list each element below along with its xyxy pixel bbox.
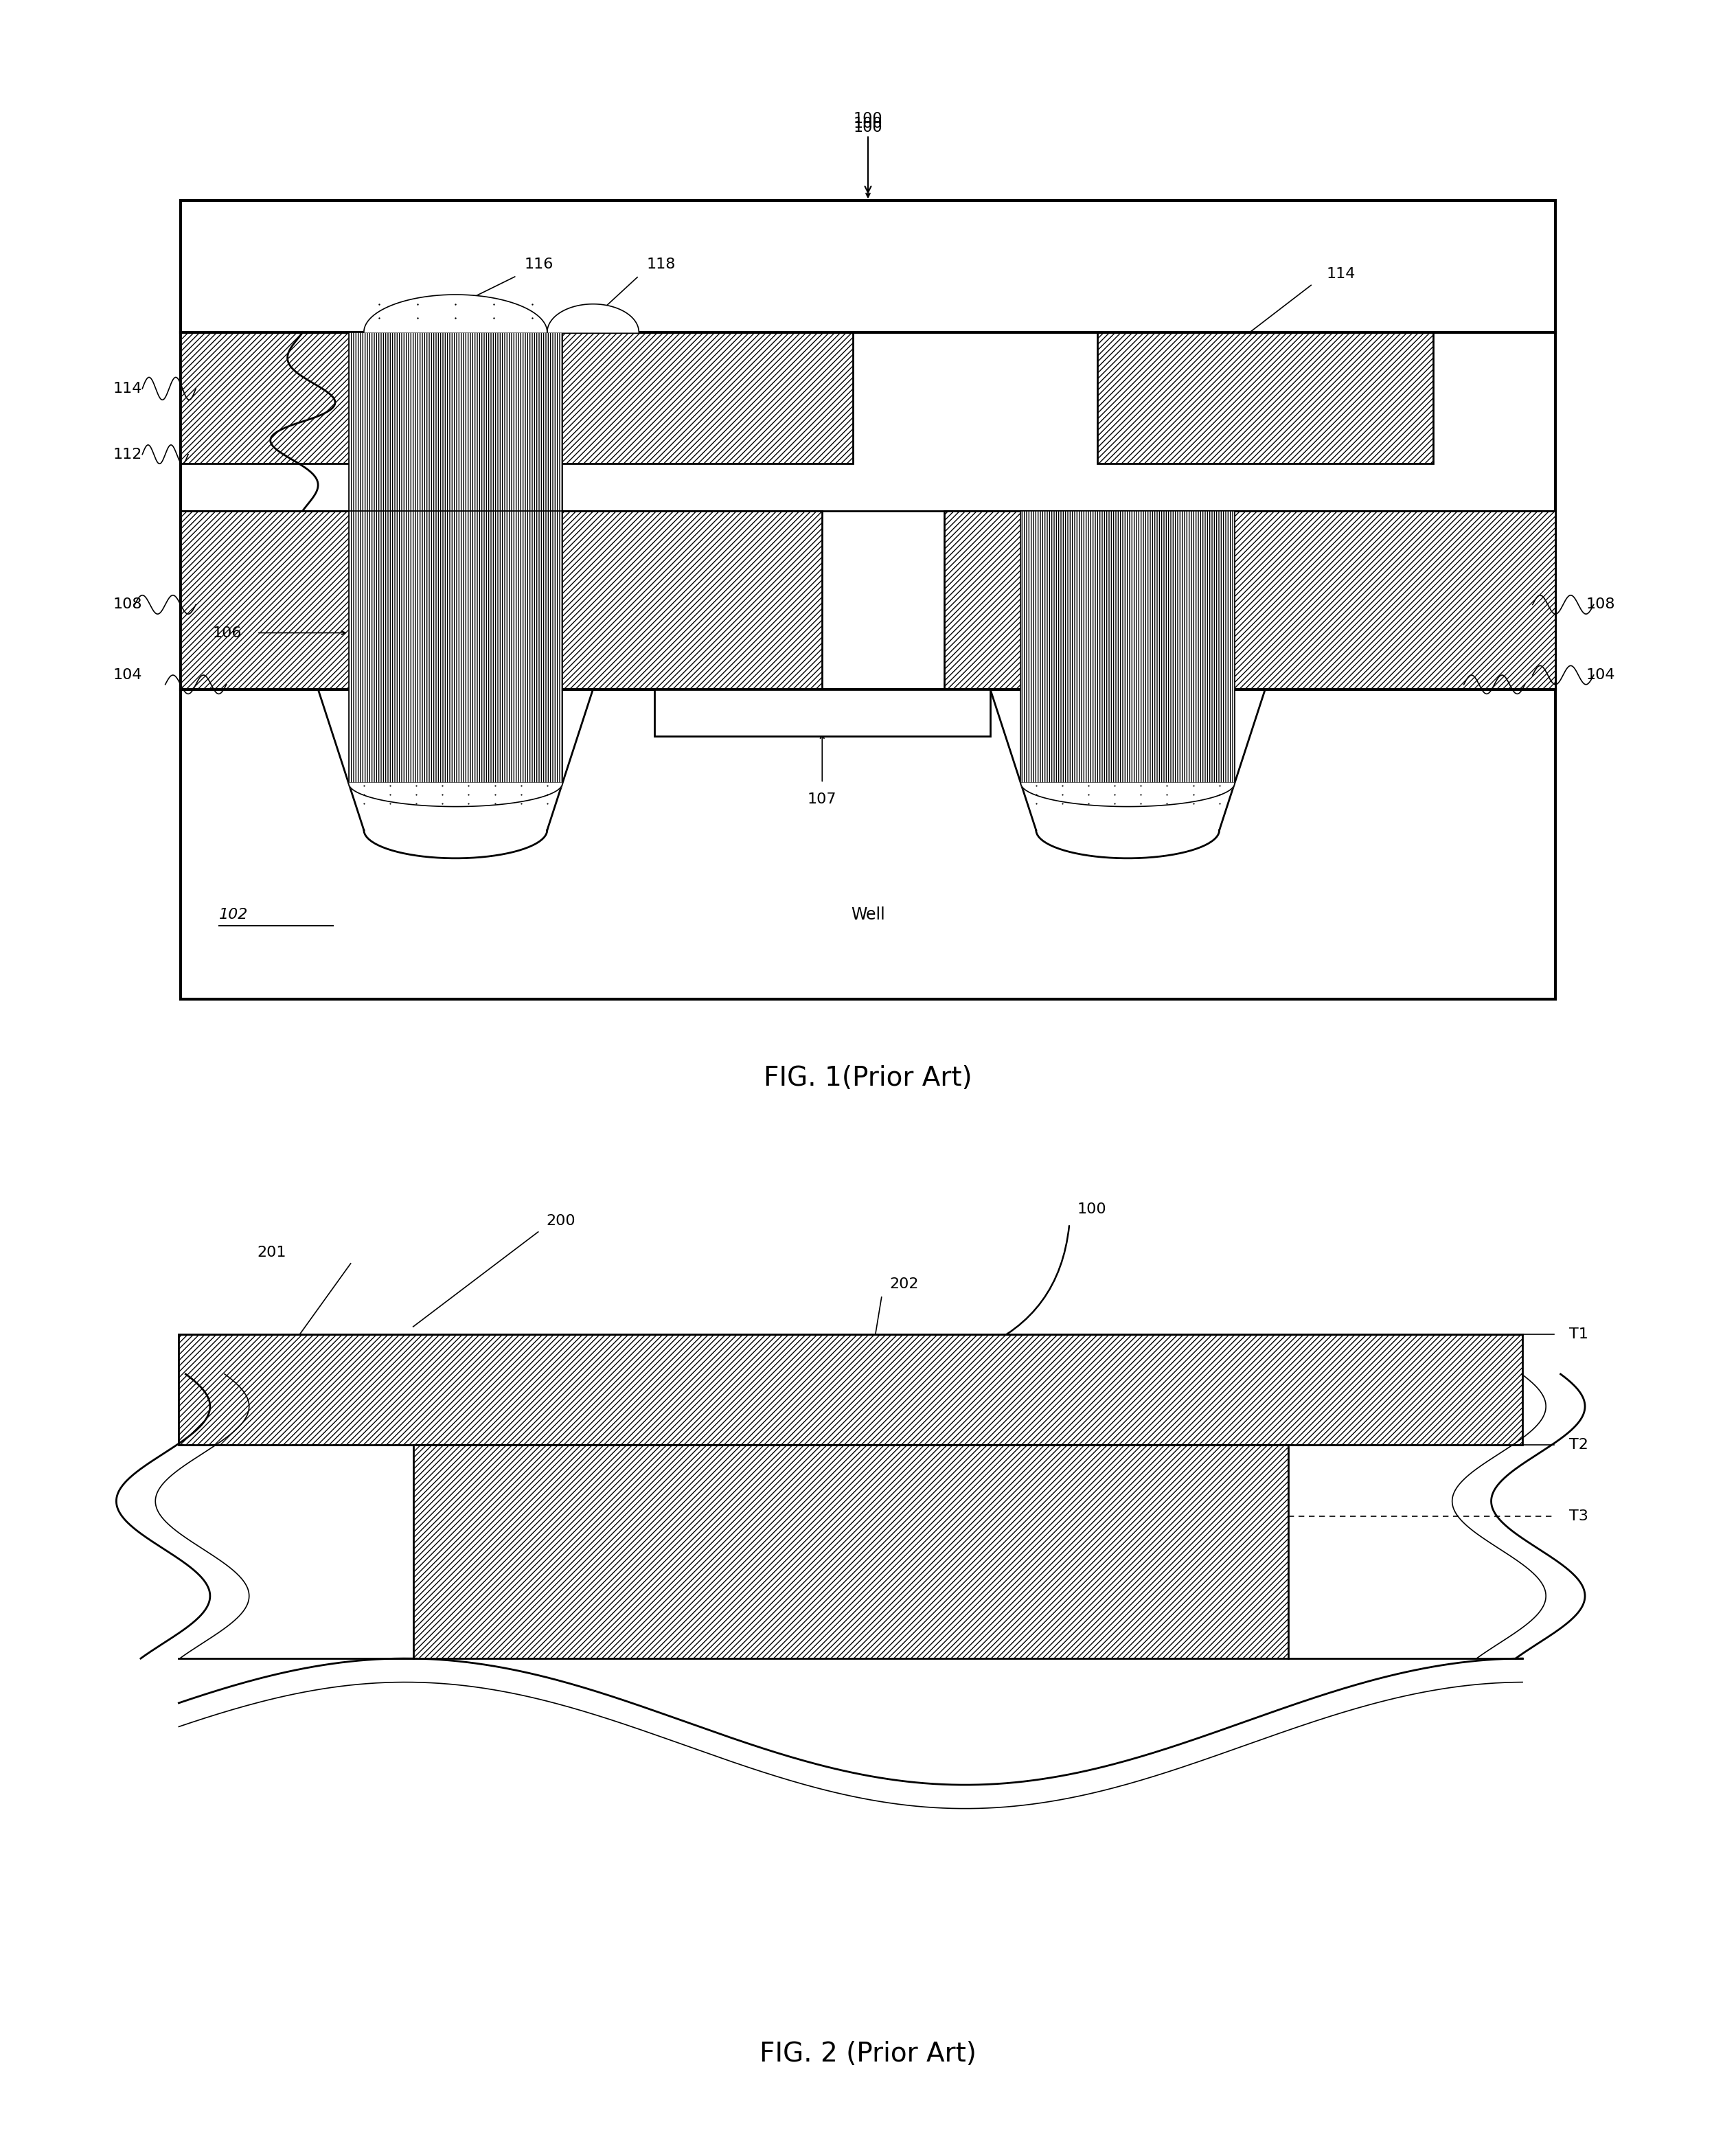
Polygon shape xyxy=(365,295,547,333)
Text: 100: 100 xyxy=(1076,1202,1106,1217)
Text: FIG. 1(Prior Art): FIG. 1(Prior Art) xyxy=(764,1065,972,1091)
Text: 201: 201 xyxy=(257,1247,286,1260)
Text: T2: T2 xyxy=(1569,1439,1588,1452)
Bar xyxy=(413,1445,1288,1659)
Text: 114: 114 xyxy=(113,382,142,395)
Polygon shape xyxy=(547,303,639,333)
Text: T1: T1 xyxy=(1569,1328,1588,1341)
Text: 100: 100 xyxy=(854,122,882,192)
Text: 107: 107 xyxy=(807,792,837,807)
Text: T3: T3 xyxy=(1569,1509,1588,1522)
Text: 106: 106 xyxy=(212,626,241,640)
Text: 100: 100 xyxy=(854,111,882,126)
Bar xyxy=(944,510,1555,690)
Text: 102: 102 xyxy=(219,907,248,922)
Text: 202: 202 xyxy=(889,1277,918,1292)
Text: FIG. 2 (Prior Art): FIG. 2 (Prior Art) xyxy=(760,2041,976,2067)
Text: 100: 100 xyxy=(854,117,882,130)
Text: 108: 108 xyxy=(1587,598,1614,611)
Bar xyxy=(1021,510,1234,784)
Bar xyxy=(349,333,562,510)
Text: 118: 118 xyxy=(646,258,675,271)
Text: 114: 114 xyxy=(1326,267,1356,280)
Bar xyxy=(181,333,852,463)
Bar xyxy=(181,201,1555,999)
Text: 116: 116 xyxy=(524,258,554,271)
Bar xyxy=(654,690,990,737)
Text: 112: 112 xyxy=(113,448,142,461)
Text: 108: 108 xyxy=(113,598,142,611)
Bar xyxy=(181,510,823,690)
Bar xyxy=(179,1334,1522,1445)
Bar xyxy=(1097,333,1434,463)
Text: 104: 104 xyxy=(1587,668,1614,681)
Bar xyxy=(349,510,562,784)
Text: 104: 104 xyxy=(113,668,142,681)
Text: Well: Well xyxy=(851,907,885,922)
Polygon shape xyxy=(349,784,562,807)
Text: 200: 200 xyxy=(545,1215,575,1228)
Polygon shape xyxy=(1021,784,1234,807)
